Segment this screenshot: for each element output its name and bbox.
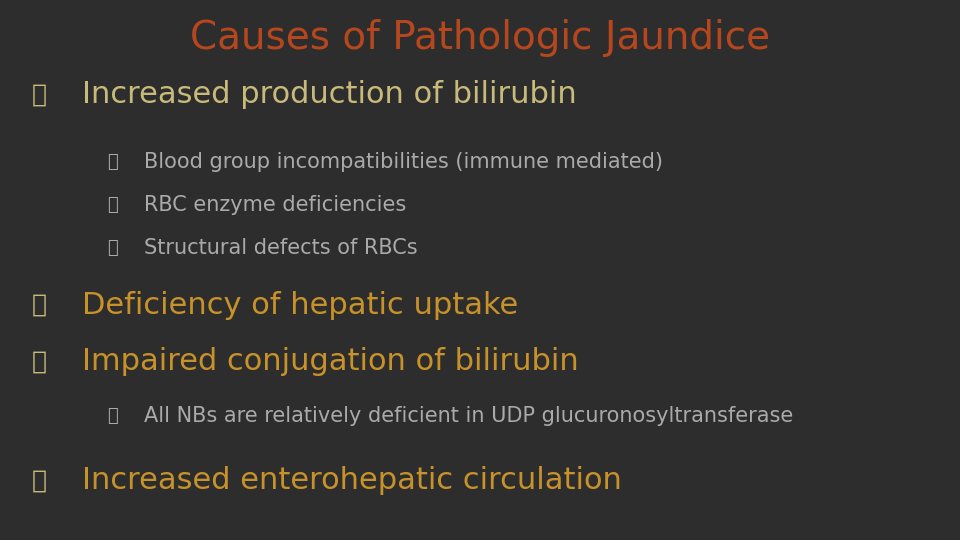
Text: ⑃: ⑃	[32, 293, 47, 317]
Text: Blood group incompatibilities (immune mediated): Blood group incompatibilities (immune me…	[144, 152, 663, 172]
Text: Increased enterohepatic circulation: Increased enterohepatic circulation	[82, 466, 621, 495]
Text: All NBs are relatively deficient in UDP glucuronosyltransferase: All NBs are relatively deficient in UDP …	[144, 406, 793, 426]
Text: RBC enzyme deficiencies: RBC enzyme deficiencies	[144, 195, 406, 215]
Text: ⑃: ⑃	[108, 153, 118, 171]
Text: ⑃: ⑃	[32, 469, 47, 492]
Text: ⑃: ⑃	[32, 350, 47, 374]
Text: ⑃: ⑃	[108, 196, 118, 214]
Text: Increased production of bilirubin: Increased production of bilirubin	[82, 80, 576, 109]
Text: Structural defects of RBCs: Structural defects of RBCs	[144, 238, 418, 259]
Text: Causes of Pathologic Jaundice: Causes of Pathologic Jaundice	[190, 19, 770, 57]
Text: ⑃: ⑃	[32, 83, 47, 106]
Text: ⑃: ⑃	[108, 407, 118, 425]
Text: Deficiency of hepatic uptake: Deficiency of hepatic uptake	[82, 291, 517, 320]
Text: Impaired conjugation of bilirubin: Impaired conjugation of bilirubin	[82, 347, 578, 376]
Text: ⑃: ⑃	[108, 239, 118, 258]
